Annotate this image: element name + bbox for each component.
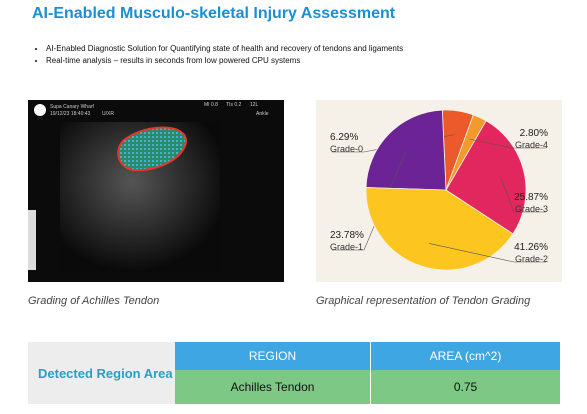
bullet: Real-time analysis – results in seconds … [46,56,446,66]
pie-slice [365,187,514,271]
leader-line [429,243,546,263]
table-header: REGION [175,342,371,370]
slice-value-label: 2.80% [520,128,548,139]
bullet-list: AI-Enabled Diagnostic Solution for Quant… [34,44,446,68]
slice-value-label: 25.87% [514,192,548,203]
slice-category-label: Grade-0 [330,144,363,154]
slice-value-label: 41.26% [514,242,548,253]
slice-category-label: Grade-1 [330,242,363,252]
us-text: Ankle [256,111,269,117]
pie-chart: 6.29%Grade-0 23.78%Grade-1 41.26%Grade-2 25… [316,100,562,282]
pie-slice [365,109,447,191]
pie-slice [445,120,527,235]
table-cell: Achilles Tendon [175,370,371,404]
us-text: MI 0.8 [204,102,218,108]
us-text: Supa Canary Wharf [50,104,95,110]
leader-line [500,176,546,213]
slice-value-label: 23.78% [330,230,364,241]
leader-line [332,150,407,251]
slice-category-label: Grade-2 [515,254,548,264]
slice-value-label: 6.29% [330,132,358,143]
table-cell: 0.75 [371,370,560,404]
result-table: Detected Region Area REGION AREA (cm^2) … [28,342,560,404]
us-text: U/XR [102,111,114,117]
pie-slice [445,114,487,191]
table-label: Detected Region Area [28,342,175,404]
detected-region [117,126,187,172]
bullet: AI-Enabled Diagnostic Solution for Quant… [46,44,446,54]
chart-caption: Graphical representation of Tendon Gradi… [316,295,531,307]
us-text: TIs 0.2 [226,102,242,108]
table-header: AREA (cm^2) [371,342,560,370]
gray-bar [28,210,36,270]
slice-category-label: Grade-4 [515,140,548,150]
slide-title: AI-Enabled Musculo-skeletal Injury Asses… [32,5,396,22]
ultrasound-image: Supa Canary Wharf 19/12/23 18:40:43 U/XR… [28,100,284,282]
image-caption: Grading of Achilles Tendon [28,295,160,307]
leader-line [469,138,546,149]
slice-category-label: Grade-3 [515,204,548,214]
logo [34,104,46,116]
us-text: 12L [250,102,259,108]
us-text: 19/12/23 18:40:43 [50,111,91,117]
